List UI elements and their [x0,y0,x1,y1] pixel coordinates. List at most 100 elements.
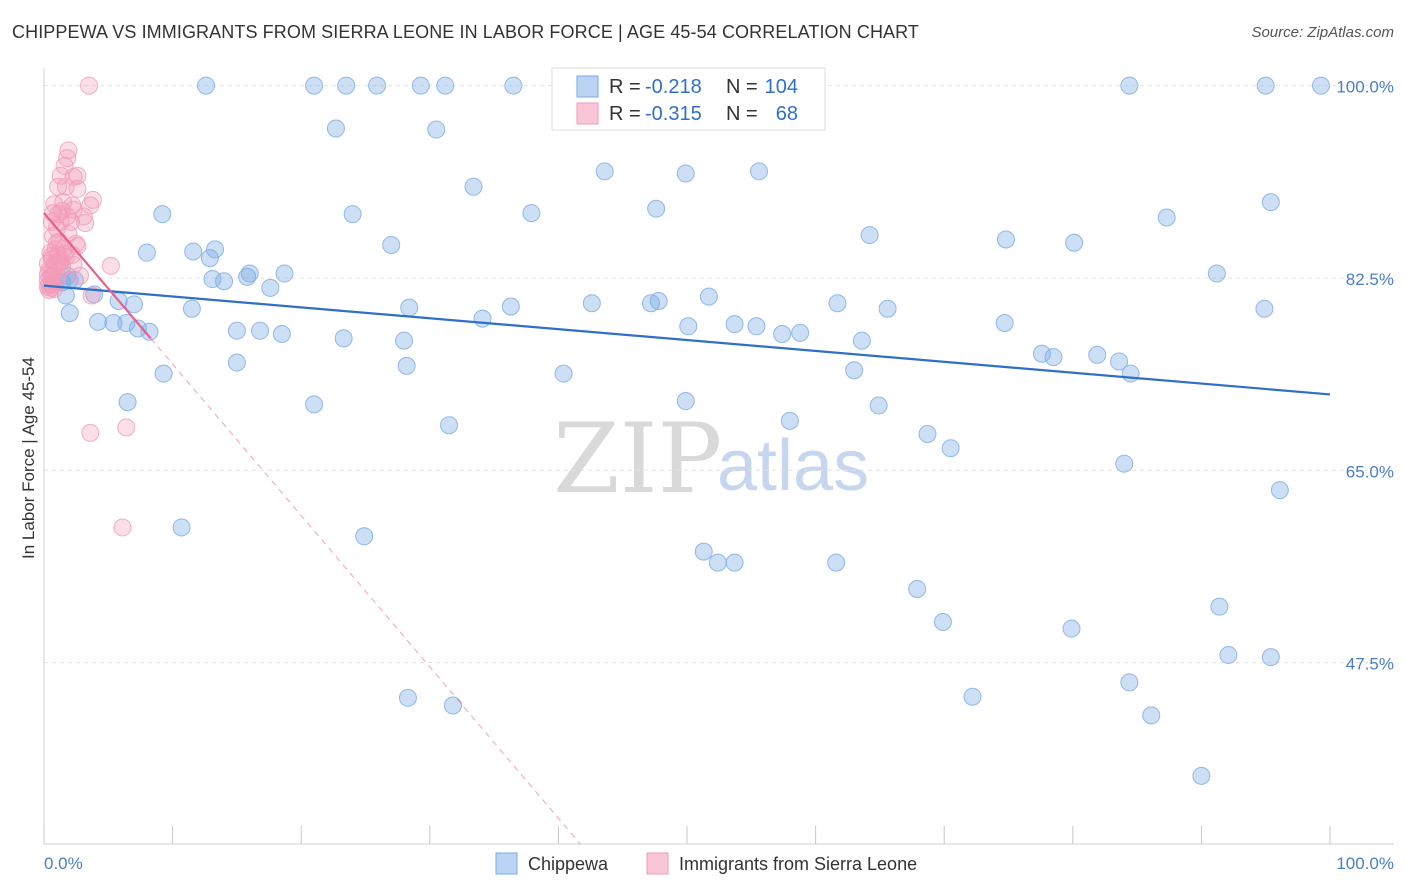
chippewa-point [305,395,324,414]
chippewa-point [251,321,270,340]
chippewa-point [473,309,492,328]
chippewa-point [504,76,523,95]
chippewa-point [104,314,123,333]
legend-r-label-2: R = [609,103,641,125]
chippewa-point [200,249,219,268]
chippewa-point [1261,648,1280,667]
sierra-leone-trend-extension [150,338,581,845]
sierra-leone-series-swatch [646,852,669,875]
chippewa-point [140,322,159,341]
watermark: ZIP atlas [553,403,869,515]
chippewa-point [869,396,888,415]
chippewa-point [436,76,455,95]
chippewa-point [337,76,356,95]
chippewa-point [411,76,430,95]
chippewa-point [699,287,718,306]
chippewa-point [272,324,291,343]
chippewa-point [1032,344,1051,363]
sierra-leone-point [49,177,68,196]
chippewa-point [554,364,573,383]
chippewa-point [137,243,156,262]
chippewa-point [203,270,222,289]
axes [43,68,1394,845]
sierra-leone-point [68,179,87,198]
chippewa-point [1192,766,1211,785]
watermark-zip: ZIP [553,403,722,515]
sierra-leone-legend-swatch [576,102,599,125]
sierra-leone-point [101,256,120,275]
chippewa-point [1120,76,1139,95]
legend-r-value-1: -0.218 [645,76,702,98]
chippewa-point [355,527,374,546]
legend-n-label-1: N = [726,76,758,98]
chippewa-point [582,294,601,313]
chippewa-point [908,579,927,598]
chippewa-point [1261,193,1280,212]
chippewa-point [128,319,147,338]
chippewa-point [828,294,847,313]
chippewa-point [918,425,937,444]
chippewa-point [708,553,727,572]
chippewa-point [725,553,744,572]
chippewa-point [1256,76,1275,95]
x-tick-label-min: 0.0% [44,854,83,873]
chippewa-point [240,264,259,283]
chippewa-point [647,199,666,218]
chippewa-point [397,356,416,375]
chippewa-point [305,76,324,95]
chippewa-point [1062,619,1081,638]
chippewa-point [595,162,614,181]
chippewa-point [1120,673,1139,692]
chippewa-point [440,416,459,435]
chippewa-point [206,240,225,259]
chippewa-point [89,312,108,331]
chart-title: CHIPPEWA VS IMMIGRANTS FROM SIERRA LEONE… [12,22,920,42]
chippewa-point [118,393,137,412]
gridlines [44,85,1394,664]
chippewa-point [154,364,173,383]
chippewa-point [1311,76,1330,95]
y-tick-label: 65.0% [1346,462,1394,481]
y-tick-label: 82.5% [1346,270,1394,289]
chippewa-point [1044,348,1063,367]
chippewa-point [852,331,871,350]
sierra-leone-point [59,141,78,160]
chippewa-point [750,162,769,181]
chippewa-point [641,294,660,313]
chippewa-point [443,696,462,715]
legend-n-value-1: 104 [765,76,798,98]
chippewa-point [676,392,695,411]
watermark-atlas: atlas [717,426,869,506]
sierra-leone-point [71,266,90,285]
chippewa-point [60,304,79,323]
chippewa-point [1207,264,1226,283]
sierra-leone-series-label: Immigrants from Sierra Leone [679,854,917,874]
chippewa-point [238,267,257,286]
sierra-leone-point [42,246,61,265]
chippewa-point [400,298,419,317]
sierra-leone-point [82,286,101,305]
chippewa-point [368,76,387,95]
sierra-leone-point [41,267,60,286]
chippewa-point [395,331,414,350]
chippewa-point [182,299,201,318]
trend-lines [43,212,1331,845]
legend-n-value-2: 68 [776,103,798,125]
chippewa-point [197,76,216,95]
sierra-leone-point [56,177,75,196]
y-axis-label: In Labor Force | Age 45-54 [19,357,38,559]
chippewa-point [382,235,401,254]
stats-legend: R = -0.218 N = 104 R = -0.315 N = 68 [551,67,826,131]
y-axis-tick-labels: 100.0% 82.5% 65.0% 47.5% [1336,78,1394,674]
chippewa-point [326,119,345,138]
chippewa-point [464,177,483,196]
chippewa-point [227,321,246,340]
chippewa-point [1157,208,1176,227]
chippewa-point [860,226,879,245]
chippewa-point [522,204,541,223]
chippewa-point [996,230,1015,249]
chippewa-point [679,317,698,336]
chippewa-point [827,553,846,572]
chippewa-point [1110,352,1129,371]
